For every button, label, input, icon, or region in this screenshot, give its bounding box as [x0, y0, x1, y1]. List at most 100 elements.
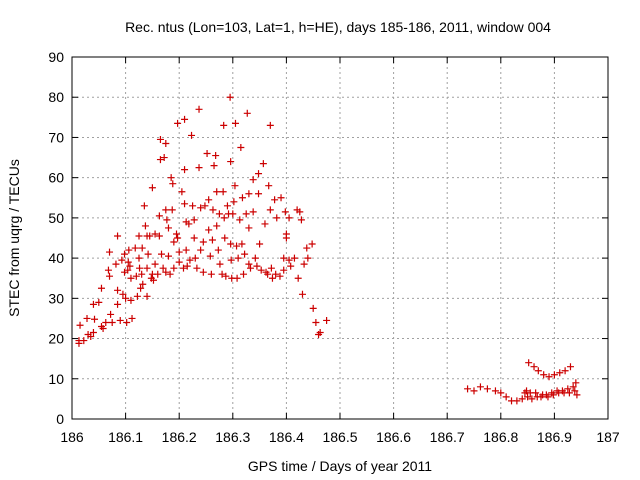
- data-point: [243, 109, 251, 117]
- data-point: [233, 274, 241, 282]
- data-point: [162, 206, 170, 214]
- y-tick-label: 10: [48, 371, 64, 387]
- data-point: [183, 262, 191, 270]
- data-point: [464, 385, 472, 393]
- y-tick-label: 20: [48, 331, 64, 347]
- data-point: [561, 367, 569, 375]
- data-point: [316, 329, 324, 337]
- data-point: [191, 254, 199, 262]
- data-point: [135, 254, 143, 262]
- data-point: [491, 387, 499, 395]
- data-point: [257, 266, 265, 274]
- data-point: [229, 210, 237, 218]
- data-point: [219, 188, 227, 196]
- data-point: [175, 248, 183, 256]
- data-point: [174, 119, 182, 127]
- data-point: [273, 214, 281, 222]
- data-point: [221, 234, 229, 242]
- data-point: [156, 156, 164, 164]
- data-point: [549, 391, 557, 399]
- data-point: [123, 318, 131, 326]
- data-point: [483, 385, 491, 393]
- data-point: [156, 135, 164, 143]
- data-point: [226, 93, 234, 101]
- data-point: [518, 395, 526, 403]
- data-point: [304, 254, 312, 262]
- data-point: [102, 318, 110, 326]
- chart-title: Rec. ntus (Lon=103, Lat=1, h=HE), days 1…: [125, 19, 551, 35]
- data-point: [564, 385, 572, 393]
- data-point: [181, 115, 189, 123]
- data-point: [197, 204, 205, 212]
- data-point: [80, 337, 88, 345]
- data-point: [136, 264, 144, 272]
- data-point: [214, 246, 222, 254]
- data-point: [297, 216, 305, 224]
- data-point: [76, 321, 84, 329]
- data-point: [255, 190, 263, 198]
- data-point: [95, 298, 103, 306]
- data-point: [112, 260, 120, 268]
- data-point: [545, 373, 553, 381]
- data-point: [143, 292, 151, 300]
- x-tick-label: 186: [60, 429, 84, 445]
- data-point: [268, 274, 276, 282]
- data-point: [303, 244, 311, 252]
- x-tick-label: 186.3: [215, 429, 250, 445]
- data-point: [290, 254, 298, 262]
- data-point: [151, 230, 159, 238]
- data-point: [571, 387, 579, 395]
- data-point: [207, 270, 215, 278]
- data-point: [206, 252, 214, 260]
- data-point: [139, 280, 147, 288]
- data-point: [231, 182, 239, 190]
- data-point: [89, 329, 97, 337]
- data-point: [213, 222, 221, 230]
- grid: [72, 57, 608, 419]
- data-point: [277, 194, 285, 202]
- data-point: [525, 359, 533, 367]
- data-points: [75, 93, 581, 405]
- y-tick-label: 60: [48, 170, 64, 186]
- data-point: [132, 272, 140, 280]
- data-point: [218, 270, 226, 278]
- data-point: [125, 246, 133, 254]
- data-point: [188, 131, 196, 139]
- y-tick-label: 50: [48, 210, 64, 226]
- data-point: [140, 202, 148, 210]
- data-point: [89, 300, 97, 308]
- y-tick-label: 30: [48, 290, 64, 306]
- data-point: [146, 232, 154, 240]
- data-point: [249, 208, 257, 216]
- data-point: [309, 304, 317, 312]
- data-point: [223, 202, 231, 210]
- data-point: [128, 314, 136, 322]
- data-point: [532, 389, 540, 397]
- y-axis-title: STEC from uqrg / TECUs: [6, 159, 22, 317]
- data-point: [245, 224, 253, 232]
- x-tick-label: 186.9: [537, 429, 572, 445]
- data-point: [124, 258, 132, 266]
- data-point: [259, 160, 267, 168]
- data-point: [572, 379, 580, 387]
- data-point: [285, 214, 293, 222]
- data-point: [272, 270, 280, 278]
- data-point: [266, 121, 274, 129]
- data-point: [181, 200, 189, 208]
- data-point: [213, 188, 221, 196]
- data-point: [240, 270, 248, 278]
- data-point: [287, 262, 295, 270]
- data-point: [266, 206, 274, 214]
- data-point: [227, 240, 235, 248]
- data-point: [181, 166, 189, 174]
- data-point: [75, 339, 83, 347]
- data-point: [253, 262, 261, 270]
- y-tick-label: 80: [48, 89, 64, 105]
- y-tick-label: 40: [48, 250, 64, 266]
- x-tick-label: 186.1: [108, 429, 143, 445]
- data-point: [126, 262, 134, 270]
- x-tick-label: 187: [596, 429, 620, 445]
- x-axis-ticks: 186 186.1 186.2 186.3 186.4 186.5 186.6 186.7 18…: [60, 57, 620, 445]
- data-point: [175, 258, 183, 266]
- data-point: [164, 252, 172, 260]
